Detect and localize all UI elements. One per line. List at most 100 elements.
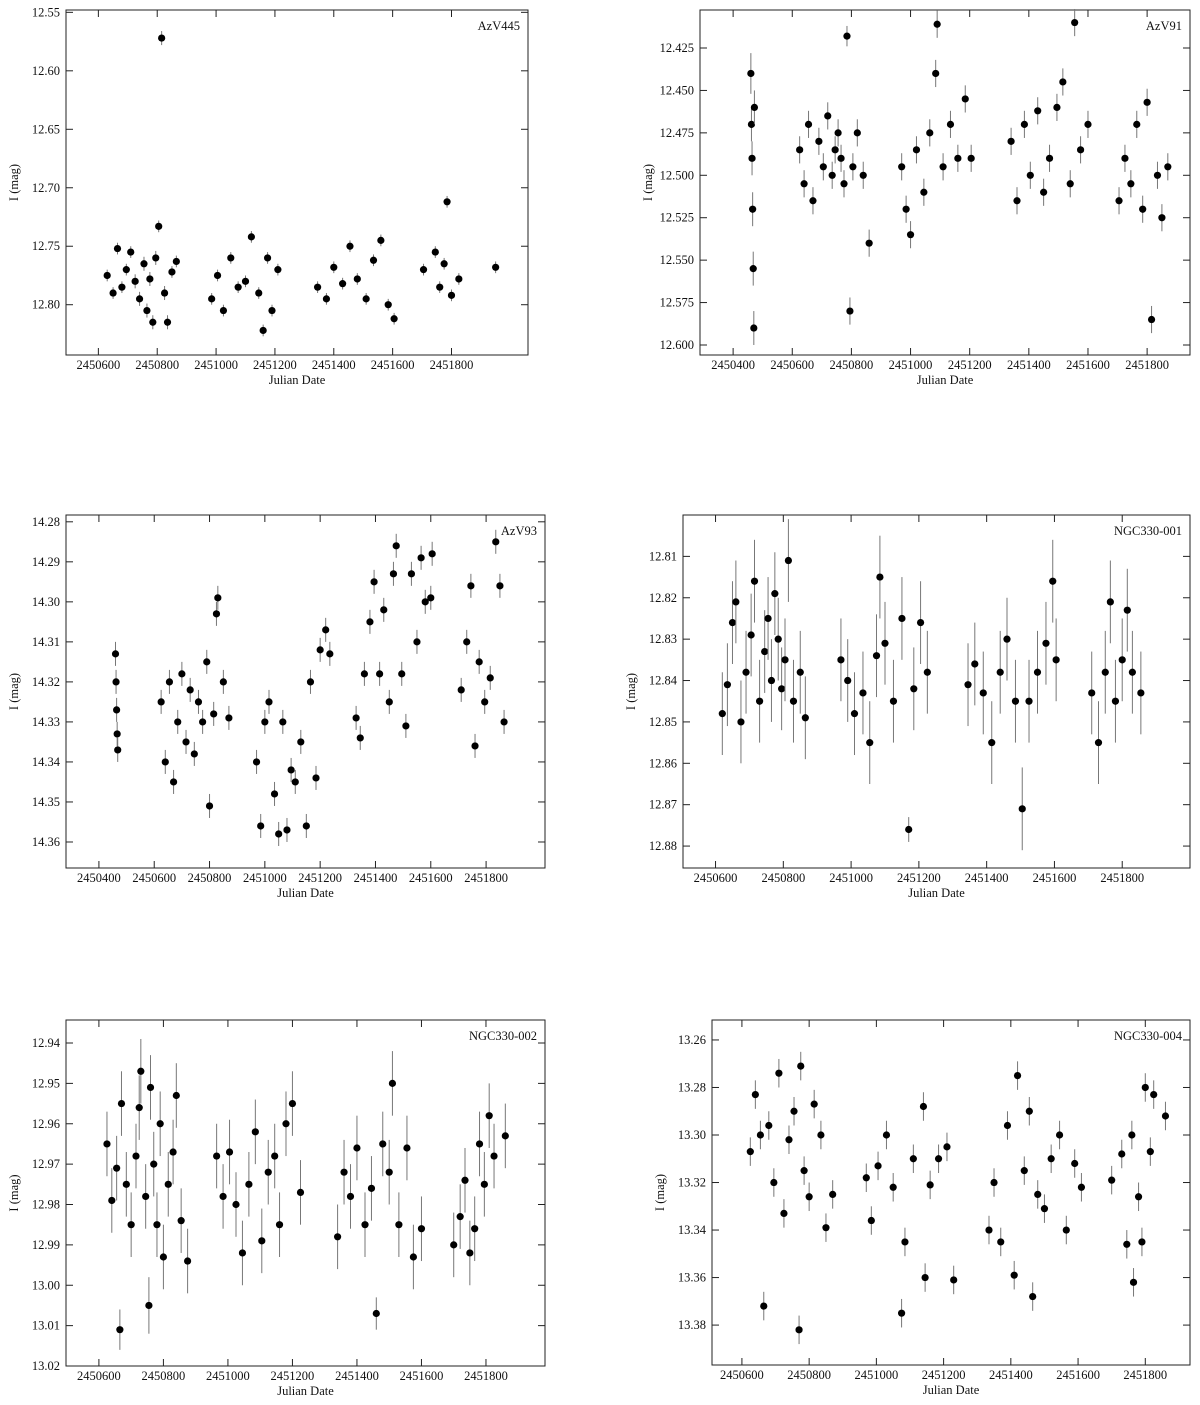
data-point [241, 277, 250, 285]
x-tick-label: 2450800 [188, 871, 232, 885]
data-point [1123, 606, 1131, 614]
data-point [177, 1217, 185, 1225]
data-point [150, 1160, 158, 1168]
y-tick-label: 12.96 [32, 1117, 60, 1131]
data-point [732, 598, 740, 606]
data-point [390, 315, 398, 323]
data-point [1111, 697, 1120, 705]
data-point [866, 739, 874, 747]
data-point [103, 271, 111, 280]
data-point [906, 231, 915, 239]
y-tick-label: 12.98 [32, 1198, 60, 1212]
data-point [950, 1276, 958, 1284]
x-tick-label: 2451000 [889, 358, 933, 372]
x-tick-label: 2451400 [989, 1368, 1033, 1382]
data-point [275, 830, 283, 838]
data-point [385, 1168, 393, 1176]
y-tick-label: 13.26 [678, 1033, 706, 1047]
data-point [943, 1143, 951, 1151]
data-point [1118, 1150, 1126, 1158]
data-point [902, 205, 910, 213]
data-point [1007, 137, 1015, 145]
data-point [1042, 639, 1050, 647]
x-tick-label: 2451800 [1100, 871, 1144, 885]
data-point [996, 668, 1004, 676]
data-point [116, 1326, 124, 1334]
data-point [297, 738, 305, 746]
y-axis-label: I (mag) [7, 673, 21, 710]
data-point [934, 1155, 943, 1163]
data-point [213, 1152, 221, 1160]
data-point [1158, 214, 1166, 222]
data-point [964, 681, 972, 689]
data-point [135, 295, 144, 303]
data-point [846, 307, 854, 315]
data-point [801, 714, 809, 722]
plot-frame [699, 9, 1191, 356]
data-point [747, 120, 756, 128]
x-tick-label: 2451600 [1033, 871, 1077, 885]
data-point [1088, 689, 1096, 697]
x-tick-label: 2450600 [694, 871, 738, 885]
data-point [271, 1152, 279, 1160]
data-point [1138, 1238, 1146, 1246]
data-point [118, 283, 126, 291]
x-tick-label: 2451200 [897, 871, 941, 885]
data-point [306, 678, 315, 686]
data-point [213, 271, 222, 280]
data-point [362, 295, 370, 303]
data-point [795, 1326, 803, 1334]
data-point [109, 289, 117, 297]
x-axis-label: Julian Date [923, 1383, 980, 1397]
data-point [867, 1216, 875, 1225]
data-point [771, 590, 779, 598]
y-tick-label: 12.600 [660, 338, 694, 352]
data-point [372, 1309, 380, 1318]
data-point [219, 678, 227, 686]
y-tick-label: 13.00 [32, 1278, 60, 1292]
data-point [718, 710, 726, 718]
data-point [988, 739, 996, 747]
y-tick-label: 12.475 [660, 126, 694, 140]
data-point [288, 1099, 297, 1108]
data-point [131, 277, 139, 285]
data-point [770, 1178, 778, 1187]
y-tick-label: 12.94 [32, 1036, 61, 1050]
data-point [103, 1140, 111, 1148]
data-point [146, 275, 154, 283]
data-point [379, 1140, 387, 1148]
data-point [850, 710, 859, 718]
data-point [421, 598, 429, 606]
y-tick-label: 13.02 [32, 1359, 60, 1373]
data-point [467, 582, 475, 590]
data-point [1052, 656, 1060, 664]
data-point [865, 239, 873, 247]
data-point [356, 734, 364, 742]
data-point [184, 1257, 192, 1265]
data-point [159, 1253, 168, 1261]
data-point [1137, 689, 1145, 697]
x-axis-label: Julian Date [277, 1384, 334, 1398]
y-tick-label: 13.34 [678, 1223, 707, 1237]
data-point [417, 1225, 426, 1233]
data-point [1020, 1167, 1028, 1175]
data-point [926, 1181, 934, 1189]
y-tick-label: 14.30 [32, 595, 60, 609]
data-point [912, 146, 921, 154]
data-point [156, 1120, 164, 1128]
x-tick-label: 2450800 [830, 358, 874, 372]
data-point [302, 822, 310, 830]
data-point [1033, 668, 1042, 676]
data-point [1123, 1240, 1131, 1248]
data-point [1011, 697, 1020, 705]
y-tick-label: 12.84 [649, 674, 678, 688]
data-point [153, 1221, 161, 1229]
data-point [339, 280, 347, 288]
data-point [1053, 103, 1061, 112]
data-point [1127, 180, 1135, 188]
y-tick-label: 12.95 [32, 1076, 60, 1090]
data-point [1025, 697, 1033, 705]
y-tick-label: 12.60 [32, 64, 60, 78]
x-tick-label: 2450400 [77, 871, 121, 885]
data-point [392, 542, 400, 550]
